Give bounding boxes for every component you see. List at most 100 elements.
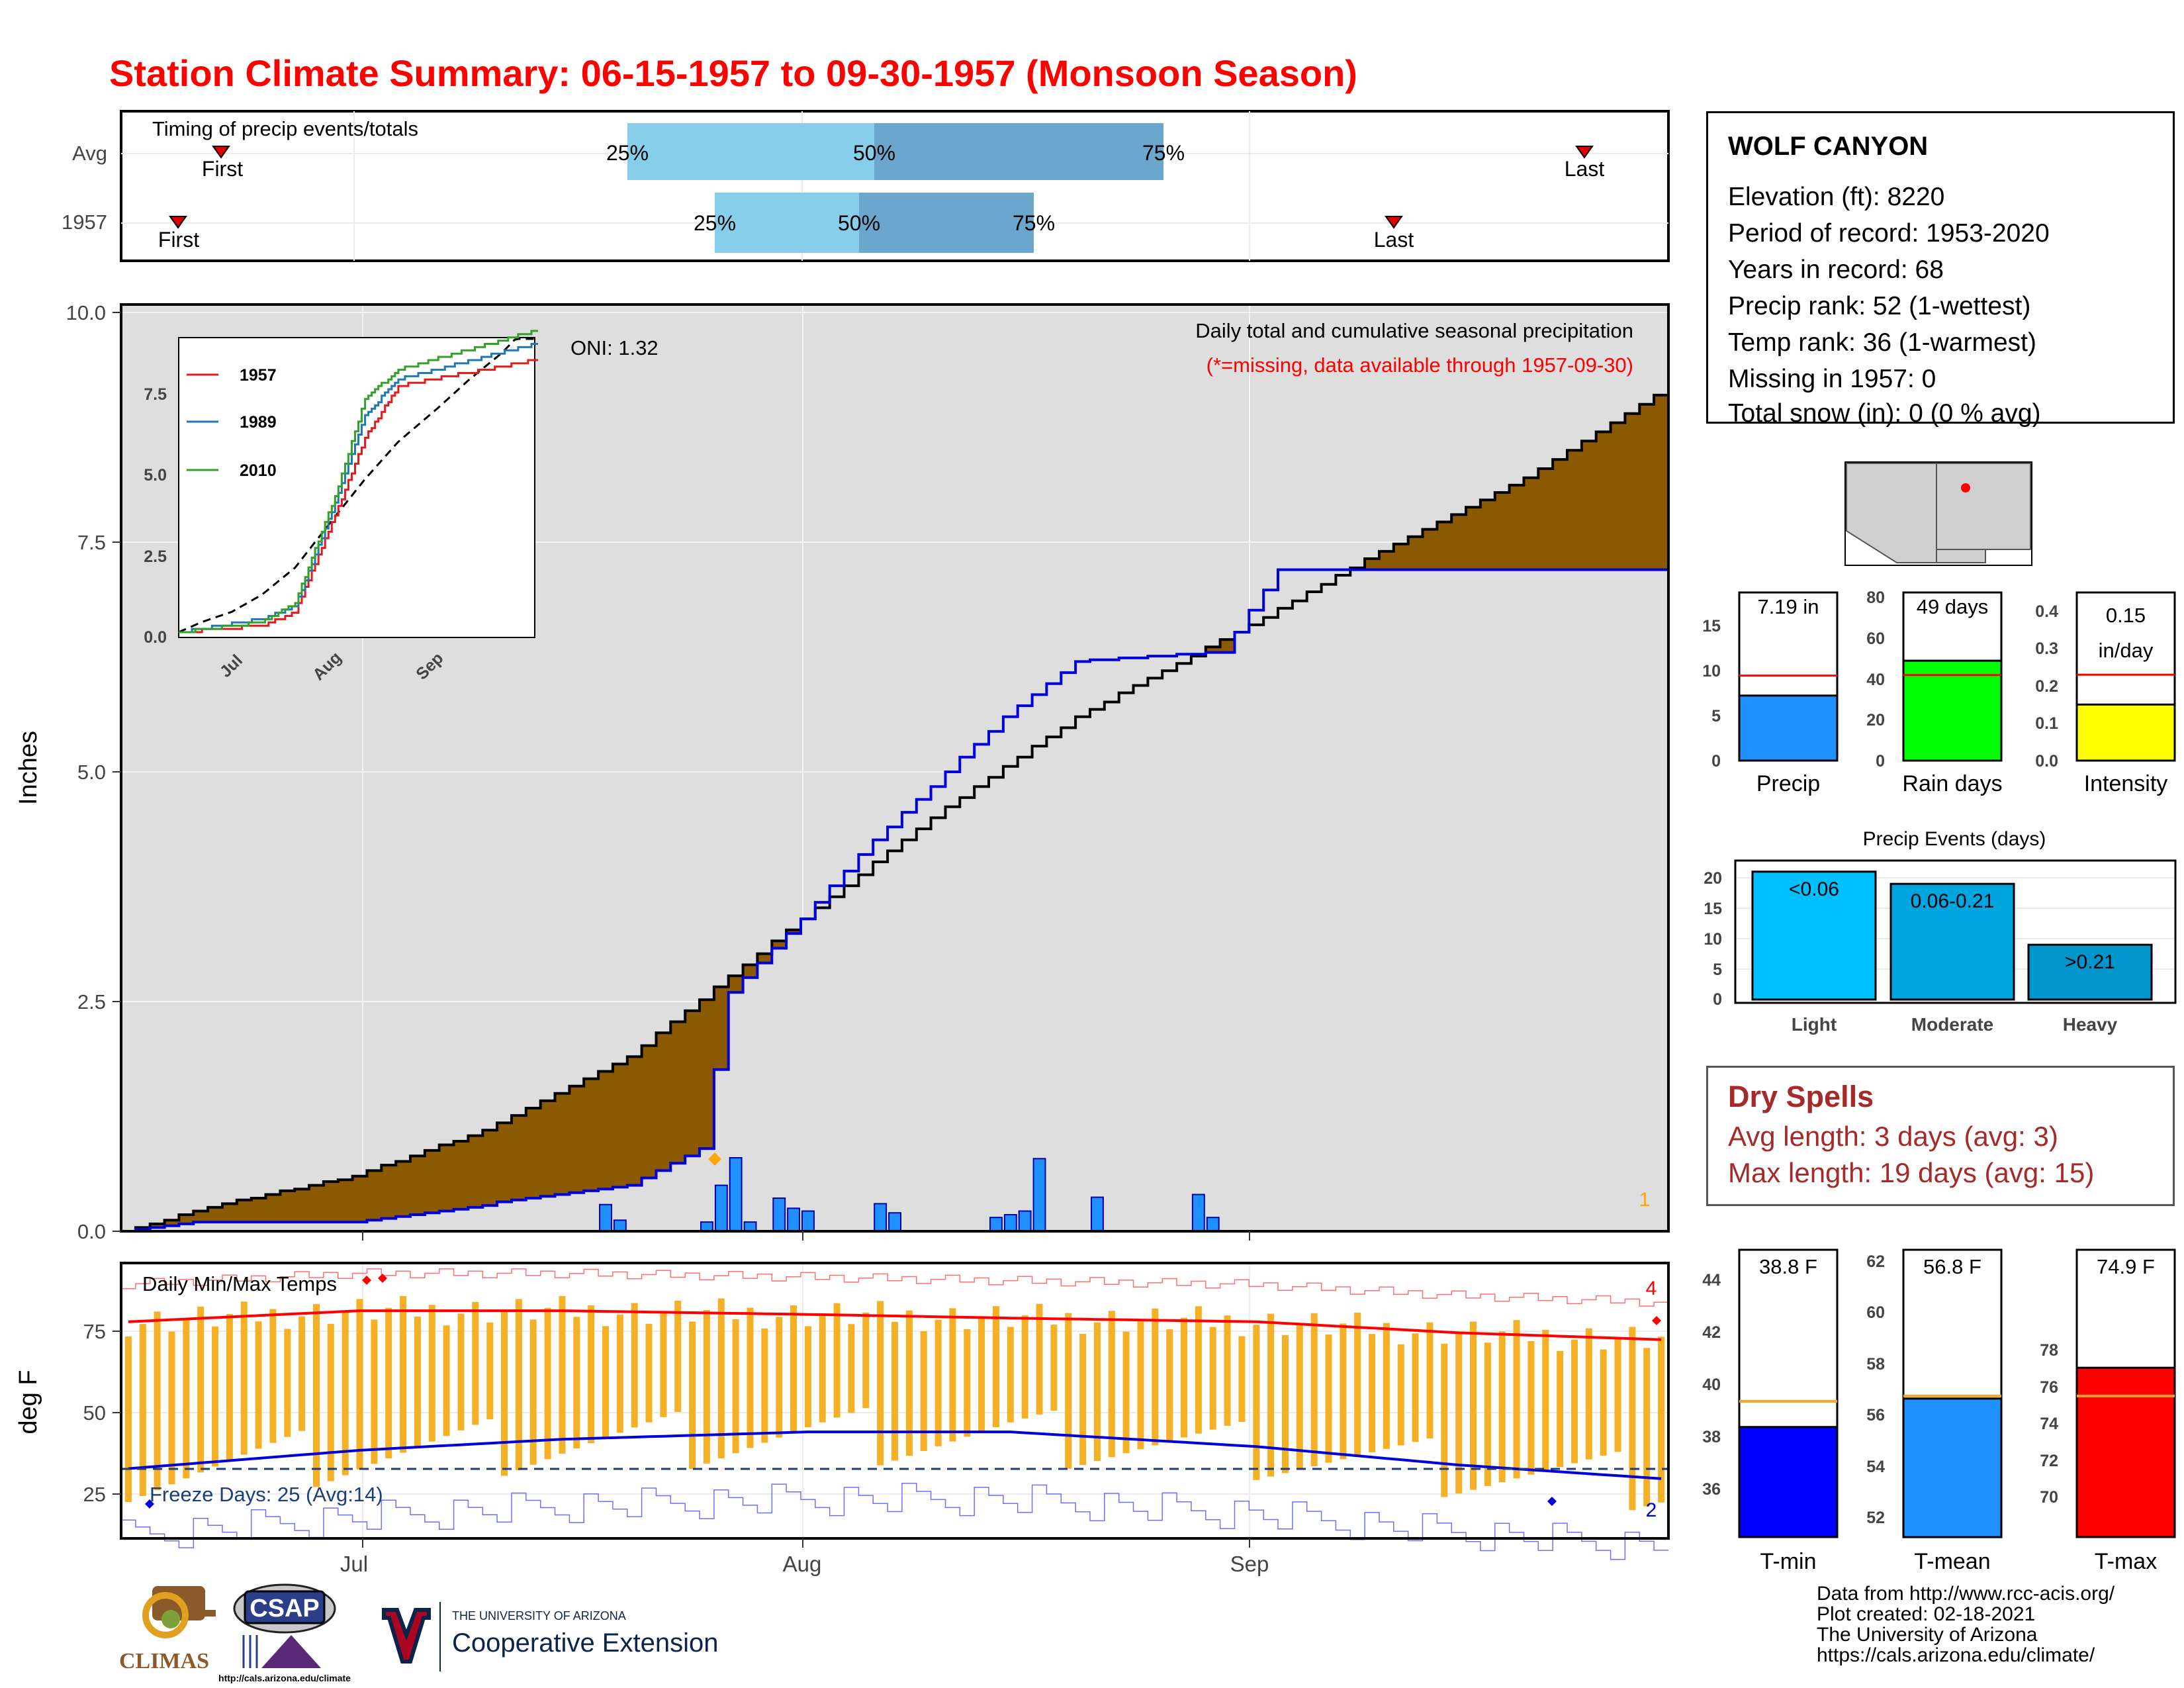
csap-logo: CSAP http://cals.arizona.edu/climate [218,1583,351,1683]
ua-big-text: Cooperative Extension [452,1628,718,1658]
daily-temp-bar [761,1328,768,1443]
daily-temp-bar [327,1323,334,1481]
precip-panel: 1 Daily total and cumulative seasonal pr… [15,301,1670,1243]
precip-tick: 0 [1711,752,1721,771]
station-info-box: WOLF CANYON Elevation (ft): 8220 Period … [1706,111,2175,428]
event-bar [1751,870,1877,1001]
daily-temp-bar [934,1319,942,1446]
locator-map [1844,461,2032,566]
inset-y-tick-0: 0.0 [144,628,167,647]
daily-temp-bar [920,1331,927,1451]
daily-precip-bar [787,1207,800,1233]
first-label-avg: First [202,157,243,181]
daily-temp-bar [790,1305,797,1432]
daily-temp-bar [1600,1349,1607,1456]
dry-max-length: Max length: 19 days (avg: 15) [1728,1157,2095,1188]
daily-precip-bar [1191,1194,1205,1232]
tmean-tick: 52 [1866,1509,1885,1527]
climas-logo: CLIMAS [119,1586,216,1673]
daily-precip-bar [989,1217,1003,1232]
tmean-value-label: 56.8 F [1923,1255,1981,1278]
daily-temp-bar [1397,1344,1404,1446]
daily-temp-bar [616,1314,623,1433]
tmax-tick: 74 [2040,1415,2058,1433]
tmin-bar [1738,1426,1839,1538]
legend-1989: 1989 [240,413,277,432]
precip-tick: 10 [1702,662,1721,680]
freeze-label: Freeze Days: 25 (Avg:14) [150,1483,383,1506]
tmean-bar-panel: 56.8 F T-mean 52 54 56 58 60 62 [1866,1248,2003,1574]
daily-temp-bar [1325,1335,1332,1463]
station-name: WOLF CANYON [1728,132,1929,161]
daily-temp-bar [341,1311,349,1476]
timing-label: Timing of precip events/totals [152,117,418,140]
daily-temp-bar [1484,1342,1491,1486]
y-axis-label: Inches [15,731,42,805]
temp-y-tick-25: 25 [83,1483,106,1506]
raindays-tick: 60 [1866,630,1885,648]
page-title: Station Climate Summary: 06-15-1957 to 0… [109,52,1357,94]
daily-temp-bar [1527,1341,1535,1475]
daily-temp-bar [183,1319,190,1479]
credits: Data from http://www.rcc-acis.org/ Plot … [1817,1583,2115,1665]
daily-precip-bar [729,1157,743,1232]
daily-temp-bar [1267,1313,1275,1477]
daily-temp-bar [1441,1343,1448,1497]
daily-temp-bar [486,1322,494,1420]
event-bar-label: >0.21 [2065,951,2115,973]
raindays-bar-panel: 49 days Rain days 0 20 40 60 80 [1866,588,2002,796]
daily-temp-bar [1383,1323,1390,1449]
daily-temp-bar [1108,1311,1115,1458]
precip-tick: 5 [1711,707,1721,726]
credit-line: Plot created: 02-18-2021 [1817,1603,2036,1625]
daily-temp-bar [905,1310,913,1456]
daily-temp-bar [428,1305,435,1442]
daily-temp-bar [1614,1338,1621,1452]
events-tick: 20 [1704,869,1722,888]
intensity-tick: 0.0 [2035,752,2058,771]
daily-precip-bar [1206,1217,1220,1232]
station-elevation: Elevation (ft): 8220 [1728,183,1945,211]
dry-spells-title: Dry Spells [1728,1080,1874,1113]
daily-temp-bar [703,1309,710,1464]
tmax-tick: 70 [2040,1488,2058,1507]
oni-label: ONI: 1.32 [570,336,659,359]
daily-temp-bar [732,1319,739,1454]
daily-precip-bar [743,1221,757,1232]
raindays-bar-label: Rain days [1902,771,2002,796]
inset-series-2010 [179,330,538,633]
daily-temp-bar [891,1321,898,1461]
daily-temp-bar [1181,1317,1187,1438]
tmean-tick: 58 [1866,1355,1885,1374]
y-tick-5: 5.0 [77,761,106,784]
station-years: Years in record: 68 [1728,256,1944,284]
tmax-tick: 78 [2040,1341,2058,1360]
tmin-tick: 36 [1702,1480,1721,1499]
x-tick-aug: Aug [783,1552,822,1576]
daily-temp-bar [645,1323,653,1423]
hot-count: 4 [1646,1278,1657,1299]
raindays-bar [1902,659,2003,762]
daily-temp-bar [298,1316,306,1431]
station-temp-rank: Temp rank: 36 (1-warmest) [1728,328,2036,357]
daily-temp-bar [717,1298,725,1459]
daily-temp-bar [255,1321,262,1449]
daily-temp-bar [1238,1336,1246,1422]
last-label-year: Last [1374,228,1414,252]
precip-bar-panel: 7.19 in Precip 0 5 10 15 [1702,591,1839,796]
daily-temp-bar [371,1319,378,1464]
daily-temp-bar [515,1299,522,1471]
avg-75-label: 75% [1142,141,1185,165]
tmean-bar [1902,1397,2003,1538]
intensity-unit-label: in/day [2099,639,2154,662]
station-marker [1961,483,1970,492]
daily-precip-bar [700,1221,713,1232]
daily-temp-bar [660,1312,667,1417]
daily-temp-bar [1369,1334,1376,1452]
tmean-tick: 60 [1866,1303,1885,1322]
daily-temp-bar [1513,1320,1520,1479]
y-axis-ticks: 0.0 2.5 5.0 7.5 10.0 [66,301,121,1243]
daily-temp-bar [559,1295,566,1454]
daily-temp-bar [154,1311,161,1491]
daily-temp-bar [529,1319,537,1465]
